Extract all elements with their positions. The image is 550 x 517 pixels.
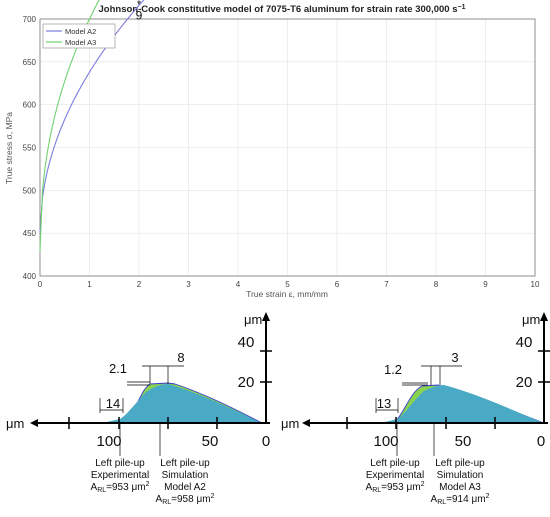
x-arrow-a3 (302, 419, 310, 427)
y-tick-label: 700 (23, 15, 37, 24)
x-tick-label: 10 (531, 280, 540, 289)
x-tick-label: 9 (483, 280, 488, 289)
x-ticks: 0 1 2 3 4 5 6 7 8 9 10 (38, 280, 540, 289)
series-lines (39, 0, 145, 251)
difference-marker-label: 9 (136, 8, 143, 22)
y-tick-label: 550 (23, 144, 37, 153)
y-tick-label: 450 (23, 229, 37, 238)
legend-label-a2: Model A2 (65, 27, 96, 36)
x-tick-label-a3: 50 (455, 433, 472, 450)
y-arrow-a2 (262, 312, 270, 321)
legend: Model A2 Model A3 (42, 23, 116, 49)
x-tick-label-a3: 100 (373, 433, 398, 450)
dim-height-a3: 1.2 (384, 362, 402, 377)
difference-marker-arrow (137, 1, 141, 6)
stress-strain-chart: Johnson-Cook constitutive model of 7075-… (4, 0, 540, 299)
legend-label-a3: Model A3 (65, 38, 96, 47)
label-exp-a3: Left pile-up Experimental ARL=953 μm2 (366, 458, 425, 494)
x-tick-label-a2: 50 (202, 433, 219, 450)
y-tick-label-a2: 20 (238, 374, 255, 391)
dim-width-a2: 14 (106, 396, 120, 411)
exp-profile-a2 (102, 384, 262, 423)
legend-box (42, 23, 116, 49)
x-axis-label: True strain ε, mm/mm (246, 289, 328, 299)
difference-markers: 91824323844505662 (136, 0, 143, 22)
chart-title: Johnson-Cook constitutive model of 7075-… (99, 4, 466, 15)
y-ticks: 400 450 500 550 600 650 700 (23, 15, 37, 281)
exp-profile-a3 (380, 385, 544, 423)
x-tick-label-a2: 100 (96, 433, 121, 450)
dim-width-a3: 13 (377, 396, 391, 411)
profile-panel-a2: μm μm 100 50 0 40 20 14 2.1 8 Left pile-… (6, 312, 272, 506)
y-unit-a3: μm (522, 312, 540, 327)
y-tick-label: 650 (23, 58, 37, 67)
label-exp-a2: Left pile-up Experimental ARL=953 μm2 (91, 458, 150, 494)
y-unit-a2: μm (244, 312, 262, 327)
x-tick-label: 1 (87, 280, 92, 289)
y-axis-label: True stress σ, MPa (4, 112, 14, 184)
label-sim-a3: Left pile-up Simulation Model A3 ARL=914 μm… (431, 458, 490, 506)
x-tick-label: 8 (434, 280, 439, 289)
x-unit-a2: μm (6, 416, 24, 431)
label-sim-a2: Left pile-up Simulation Model A2 ARL=958 μm… (156, 458, 215, 506)
x-tick-label: 6 (335, 280, 340, 289)
y-tick-label-a3: 20 (516, 374, 533, 391)
x-tick-label: 0 (38, 280, 43, 289)
x-tick-label: 3 (186, 280, 191, 289)
y-arrow-a3 (540, 312, 548, 321)
x-unit-a3: μm (281, 416, 299, 431)
x-arrow-a2 (30, 419, 38, 427)
y-tick-label-a2: 40 (238, 334, 255, 351)
x-tick-label: 7 (384, 280, 389, 289)
dim-height-a2: 2.1 (109, 361, 127, 376)
dim-peak-a2: 8 (177, 350, 184, 365)
y-tick-label: 400 (23, 272, 37, 281)
dim-peak-a3: 3 (451, 350, 458, 365)
x-tick-label-a2: 0 (262, 433, 270, 450)
series-line-a2 (39, 0, 145, 234)
profile-panel-a3: μm μm 100 50 0 40 20 13 1.2 3 Left pile-… (281, 312, 550, 506)
y-tick-label: 500 (23, 186, 37, 195)
x-tick-label: 5 (285, 280, 290, 289)
y-tick-label: 600 (23, 101, 37, 110)
grid (39, 18, 536, 277)
x-tick-label-a3: 0 (537, 433, 545, 450)
plot-frame (39, 18, 536, 277)
x-tick-label: 4 (236, 280, 241, 289)
x-tick-label: 2 (137, 280, 142, 289)
y-tick-label-a3: 40 (516, 334, 533, 351)
